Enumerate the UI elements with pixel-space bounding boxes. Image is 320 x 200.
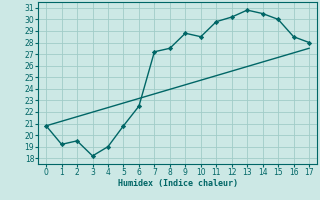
X-axis label: Humidex (Indice chaleur): Humidex (Indice chaleur): [118, 179, 238, 188]
